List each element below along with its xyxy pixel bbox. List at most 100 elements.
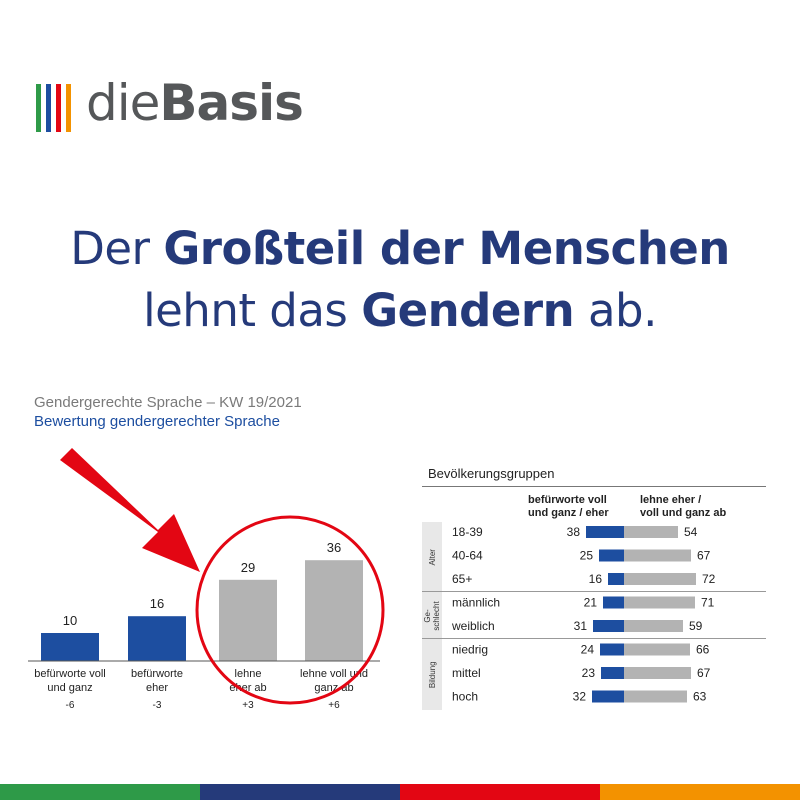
row-label: 40-64	[452, 549, 483, 563]
group-label-line: Alter	[428, 549, 437, 566]
rating-bar-chart: 10 befürworte voll und ganz -6 16 befürworte e…	[28, 448, 385, 711]
support-bar	[586, 526, 624, 538]
group-label-band	[422, 592, 442, 640]
stripe-green	[0, 784, 200, 800]
reject-value: 67	[697, 549, 711, 563]
bar-3	[219, 579, 277, 661]
support-bar	[603, 596, 624, 609]
group-label: Ge-schlecht	[423, 601, 441, 631]
row-label: männlich	[452, 596, 500, 610]
highlight-circle	[195, 515, 385, 705]
reject-value: 66	[696, 643, 710, 657]
row-label: 18-39	[452, 525, 483, 539]
scale-label: -6	[66, 700, 75, 711]
group-label: Bildung	[428, 661, 437, 688]
row-label: weiblich	[451, 619, 495, 633]
headline-text: Der	[70, 222, 164, 275]
headline-bold-text: Gendern	[361, 284, 575, 337]
scale-label: +3	[242, 700, 254, 711]
support-value: 25	[580, 549, 594, 563]
category-label: lehne	[235, 668, 262, 680]
headline: Der Großteil der Menschen lehnt das Gend…	[0, 218, 800, 342]
support-bar	[608, 573, 624, 585]
support-value: 32	[573, 690, 587, 704]
logo-bar-green	[36, 84, 41, 132]
support-bar	[601, 667, 624, 679]
reject-bar	[624, 643, 690, 656]
headline-line-2: lehnt das Gendern ab.	[0, 280, 800, 342]
row-label: hoch	[452, 690, 478, 704]
reject-value: 59	[689, 619, 703, 633]
bar-1	[41, 633, 99, 661]
support-value: 23	[582, 666, 596, 680]
reject-value: 63	[693, 690, 707, 704]
group-label-band	[422, 522, 442, 593]
chart-title: Gendergerechte Sprache – KW 19/2021	[34, 394, 302, 411]
logo-text-bold: Basis	[159, 74, 304, 132]
stripe-orange	[600, 784, 800, 800]
scale-label: +6	[328, 700, 340, 711]
stripe-red	[400, 784, 600, 800]
population-groups-title: Bevölkerungsgruppen	[428, 466, 555, 481]
logo-wordmark: dieBasis	[86, 74, 304, 132]
category-label: eher	[146, 682, 168, 694]
reject-value: 72	[702, 572, 716, 586]
category-label: und ganz	[47, 682, 92, 694]
bar-value-label: 16	[150, 596, 164, 611]
reject-bar	[624, 667, 691, 679]
support-bar	[600, 643, 624, 656]
support-header-line: befürworte voll	[528, 494, 607, 506]
reject-column-header: lehne eher / voll und ganz ab	[640, 494, 726, 520]
row-label: 65+	[452, 572, 472, 586]
group-label: Alter	[428, 549, 437, 566]
population-groups-chart: Alter 18-39 38 54 40-64 25 67 65+ 16 72 Ge-schlech…	[422, 522, 766, 710]
headline-text: lehnt das	[143, 284, 362, 337]
bar-2	[128, 616, 186, 661]
highlight-arrow-icon	[60, 448, 200, 572]
reject-bar	[624, 573, 696, 585]
reject-value: 71	[701, 596, 715, 610]
reject-value: 67	[697, 666, 711, 680]
support-value: 24	[581, 643, 595, 657]
support-column-header: befürworte voll und ganz / eher	[528, 494, 609, 520]
support-value: 16	[589, 572, 603, 586]
support-value: 38	[567, 525, 581, 539]
category-label: eher ab	[229, 682, 266, 694]
logo-bar-orange	[66, 84, 71, 132]
reject-bar	[624, 526, 678, 538]
population-groups-rule	[422, 486, 766, 487]
reject-bar	[624, 690, 687, 703]
row-label: niedrig	[452, 643, 488, 657]
category-label: lehne voll und	[300, 668, 368, 680]
category-label: befürworte	[131, 668, 183, 680]
bottom-color-stripe	[0, 784, 800, 800]
row-label: mittel	[452, 666, 481, 680]
support-header-line: und ganz / eher	[528, 507, 609, 519]
group-label-band	[422, 639, 442, 710]
scale-label: -3	[153, 700, 162, 711]
reject-header-line: voll und ganz ab	[640, 507, 727, 519]
logo-bar-red	[56, 84, 61, 132]
bar-4	[305, 560, 363, 661]
support-bar	[592, 690, 624, 703]
support-bar	[599, 549, 624, 562]
group-label-line: Ge-	[423, 609, 432, 623]
support-value: 21	[584, 596, 598, 610]
headline-text: ab.	[574, 284, 657, 337]
bar-value-label: 10	[63, 613, 77, 628]
stripe-blue	[200, 784, 400, 800]
group-label-line: schlecht	[432, 601, 441, 631]
group-label-line: Bildung	[428, 661, 437, 688]
headline-bold-text: Großteil der Menschen	[163, 222, 730, 275]
bar-value-label: 36	[327, 540, 341, 555]
support-value: 31	[574, 619, 588, 633]
logo-bars-icon	[36, 84, 76, 132]
support-bar	[593, 620, 624, 632]
category-label: befürworte voll	[34, 668, 106, 680]
reject-bar	[624, 596, 695, 609]
reject-header-line: lehne eher /	[640, 494, 702, 506]
reject-bar	[624, 549, 691, 562]
chart-subtitle: Bewertung gendergerechter Sprache	[34, 413, 280, 430]
bar-value-label: 29	[241, 560, 255, 575]
reject-value: 54	[684, 525, 698, 539]
